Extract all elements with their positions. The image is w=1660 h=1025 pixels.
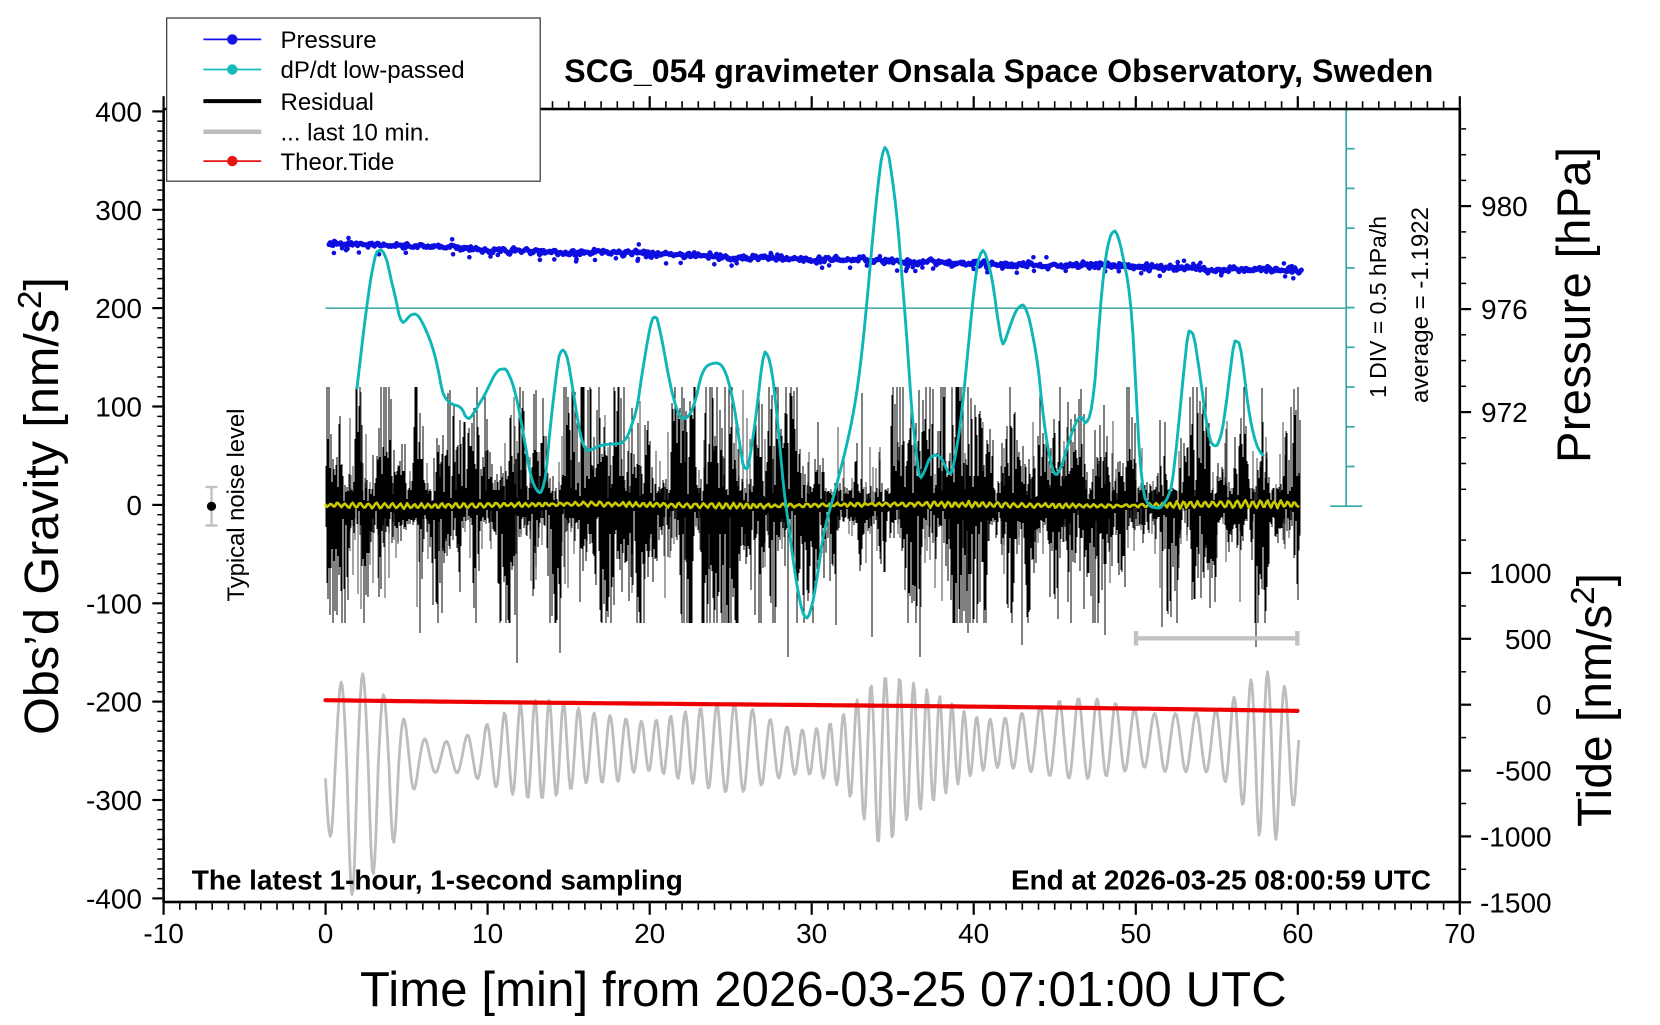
svg-text:40: 40 [958, 918, 989, 949]
svg-text:-10: -10 [143, 918, 183, 949]
svg-text:976: 976 [1481, 294, 1528, 325]
svg-text:972: 972 [1481, 397, 1528, 428]
svg-text:0: 0 [1536, 690, 1552, 721]
svg-text:dP/dt low-passed: dP/dt low-passed [281, 57, 465, 84]
svg-text:-100: -100 [86, 588, 142, 619]
svg-text:980: 980 [1481, 191, 1528, 222]
svg-text:1 DIV = 0.5 hPa/h: 1 DIV = 0.5 hPa/h [1365, 216, 1391, 398]
svg-text:1000: 1000 [1489, 558, 1551, 589]
svg-text:The latest 1-hour, 1-second sa: The latest 1-hour, 1-second sampling [192, 865, 683, 896]
svg-text:SCG_054 gravimeter Onsala Spac: SCG_054 gravimeter Onsala Space Observat… [564, 53, 1433, 89]
svg-text:-400: -400 [86, 883, 142, 914]
svg-text:30: 30 [796, 918, 827, 949]
svg-text:Typical noise level: Typical noise level [223, 409, 250, 602]
svg-text:0: 0 [126, 490, 142, 521]
svg-text:10: 10 [472, 918, 503, 949]
svg-text:Tide [nm/s2]: Tide [nm/s2] [1564, 573, 1622, 827]
svg-text:400: 400 [95, 96, 142, 127]
svg-text:-200: -200 [86, 687, 142, 718]
svg-text:Theor.Tide: Theor.Tide [281, 149, 395, 176]
svg-text:Residual: Residual [281, 89, 374, 116]
svg-text:-1500: -1500 [1480, 887, 1552, 918]
svg-text:-300: -300 [86, 785, 142, 816]
svg-text:-500: -500 [1496, 756, 1552, 787]
svg-text:100: 100 [95, 392, 142, 423]
svg-text:300: 300 [95, 195, 142, 226]
svg-text:Time [min] from 2026-03-25 07:: Time [min] from 2026-03-25 07:01:00 UTC [360, 963, 1287, 1017]
svg-text:0: 0 [318, 918, 334, 949]
svg-text:200: 200 [95, 293, 142, 324]
svg-text:End at 2026-03-25 08:00:59 UTC: End at 2026-03-25 08:00:59 UTC [1011, 865, 1431, 896]
svg-text:500: 500 [1505, 624, 1552, 655]
svg-text:50: 50 [1120, 918, 1151, 949]
svg-text:Pressure: Pressure [281, 27, 377, 54]
svg-text:average = -1.1922: average = -1.1922 [1407, 207, 1434, 403]
svg-text:... last 10 min.: ... last 10 min. [281, 119, 430, 146]
svg-text:-1000: -1000 [1480, 821, 1552, 852]
svg-text:60: 60 [1282, 918, 1313, 949]
svg-text:Obs’d Gravity [nm/s2]: Obs’d Gravity [nm/s2] [11, 277, 69, 735]
svg-text:70: 70 [1444, 918, 1475, 949]
svg-text:20: 20 [634, 918, 665, 949]
svg-text:Pressure [hPa]: Pressure [hPa] [1547, 147, 1600, 463]
